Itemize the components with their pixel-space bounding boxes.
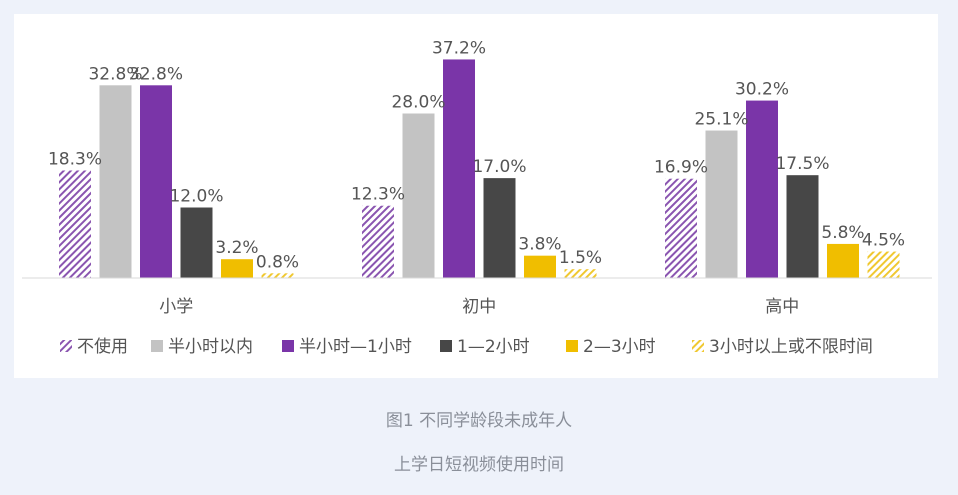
legend: 不使用 半小时以内 半小时—1小时 1—2小时 2—3小时 3小时以上或不限时间 [60, 336, 873, 357]
x-tick-label-2: 高中 [765, 297, 799, 317]
legend-swatch-4 [566, 340, 578, 352]
bar-2-5 [867, 251, 900, 278]
bar-1-4 [524, 255, 556, 278]
x-tick-label-1: 初中 [462, 297, 496, 317]
legend-swatch-1 [151, 340, 163, 352]
caption-line-2: 上学日短视频使用时间 [394, 455, 564, 475]
data-label-2-0: 16.9% [654, 158, 708, 178]
bar-0-5 [261, 273, 294, 278]
bar-1-1 [402, 113, 435, 278]
data-label-1-2: 37.2% [432, 38, 486, 58]
bar-0-2 [140, 85, 172, 278]
bar-2-4 [827, 243, 859, 278]
legend-label-1: 半小时以内 [168, 337, 253, 357]
legend-swatch-2 [282, 340, 294, 352]
bar-0-0 [59, 170, 91, 278]
bar-2-1 [705, 130, 738, 278]
data-label-0-4: 3.2% [215, 238, 258, 258]
data-labels-group: 18.3% 32.8%32.8% 12.0% 3.2%0.8% 12.3% 28.0% 37… [48, 38, 905, 272]
data-label-1-3: 17.0% [472, 157, 526, 177]
bar-0-3 [180, 207, 213, 278]
bar-0-4 [221, 259, 253, 278]
data-label-2-4: 5.8% [821, 223, 864, 243]
data-label-2-3: 17.5% [775, 154, 829, 174]
data-label-0-3: 12.0% [169, 187, 223, 207]
legend-label-0: 不使用 [77, 336, 128, 357]
bar-1-2 [443, 59, 475, 279]
data-label-1-4: 3.8% [518, 235, 561, 255]
bars-group [59, 59, 900, 279]
bar-1-5 [564, 269, 597, 278]
caption-line-1: 图1 不同学龄段未成年人 [385, 411, 573, 431]
legend-label-5: 3小时以上或不限时间 [709, 337, 873, 357]
legend-label-3: 1—2小时 [457, 337, 530, 357]
x-tick-label-0: 小学 [159, 297, 193, 317]
bar-2-3 [786, 175, 819, 278]
chart-panel: 18.3% 32.8% 32.8% 12.0% 3.2% 0.8% 12.3% 28.0% 37… [14, 14, 938, 378]
legend-label-4: 2—3小时 [583, 337, 656, 357]
data-label-2-5: 4.5% [862, 231, 905, 251]
data-label-1-1: 28.0% [391, 93, 445, 113]
bar-1-0 [362, 205, 394, 278]
legend-swatch-5 [692, 340, 704, 352]
data-label-0-5: 0.8% [256, 252, 299, 272]
data-label-1-5: 1.5% [559, 248, 602, 268]
legend-swatch-3 [440, 340, 452, 352]
data-label-2-2: 30.2% [735, 80, 789, 100]
data-label-0-0: 18.3% [48, 149, 102, 169]
bar-2-2 [746, 100, 778, 278]
data-label-0-1: 32.8% [88, 64, 142, 84]
bar-2-0 [665, 178, 697, 278]
legend-swatch-0 [60, 340, 72, 352]
data-label-1-0: 12.3% [351, 185, 405, 205]
bar-1-3 [483, 178, 516, 278]
bar-0-1 [99, 85, 132, 278]
bar-chart: 18.3% 32.8%32.8% 12.0% 3.2%0.8% 12.3% 28.0% 37… [22, 38, 932, 357]
x-tick-labels-group: 小学 初中 高中 [159, 297, 799, 317]
data-label-0-2: 32.8% [129, 64, 183, 84]
legend-label-2: 半小时—1小时 [299, 337, 412, 357]
data-label-2-1: 25.1% [694, 110, 748, 130]
